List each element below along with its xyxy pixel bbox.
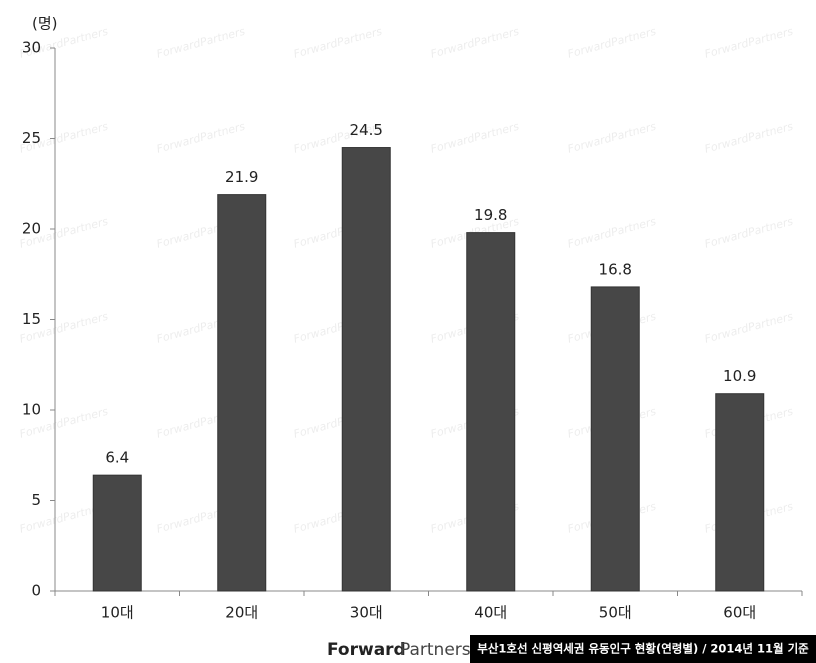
watermark: ForwardPartners [703, 310, 795, 346]
caption-box [470, 635, 816, 663]
watermark: ForwardPartners [429, 120, 521, 156]
bar [715, 393, 765, 592]
watermark: ForwardPartners [566, 120, 658, 156]
x-tick-label: 40대 [474, 604, 507, 622]
y-unit: (명) [32, 15, 58, 33]
x-tick-label: 10대 [101, 604, 134, 622]
x-tick-label: 50대 [599, 604, 632, 622]
value-label: 24.5 [350, 121, 383, 139]
y-tick-label: 15 [22, 310, 41, 328]
watermark: ForwardPartners [429, 25, 521, 61]
value-label: 19.8 [474, 206, 507, 224]
watermark: ForwardPartners [703, 25, 795, 61]
x-tick-label: 30대 [350, 604, 383, 622]
bar [590, 286, 640, 592]
bar [92, 474, 142, 592]
watermark: ForwardPartners [703, 215, 795, 251]
caption: 부산1호선 신평역세권 유동인구 현황(연령별) / 2014년 11월 기준 [477, 642, 809, 656]
value-label: 10.9 [723, 367, 756, 385]
bar [466, 232, 516, 592]
logo-light: Partners [400, 640, 471, 660]
value-label: 21.9 [225, 168, 258, 186]
watermark: ForwardPartners [292, 25, 384, 61]
y-tick-label: 10 [22, 401, 41, 419]
y-tick-label: 0 [31, 582, 41, 600]
watermark: ForwardPartners [566, 215, 658, 251]
value-label: 16.8 [599, 260, 632, 278]
watermark: ForwardPartners [703, 120, 795, 156]
y-tick-label: 25 [22, 129, 41, 147]
y-tick-label: 30 [22, 39, 41, 57]
x-tick-label: 60대 [723, 604, 756, 622]
logo-bold: Forward [327, 640, 406, 660]
bar [341, 147, 391, 592]
x-tick-label: 20대 [225, 604, 258, 622]
logo-box [318, 635, 468, 663]
value-label: 6.4 [105, 449, 129, 467]
watermark: ForwardPartners [155, 25, 247, 61]
watermark: ForwardPartners [566, 25, 658, 61]
bar [217, 194, 267, 592]
y-tick-label: 5 [31, 491, 41, 509]
watermark: ForwardPartners [155, 120, 247, 156]
y-tick-label: 20 [22, 220, 41, 238]
